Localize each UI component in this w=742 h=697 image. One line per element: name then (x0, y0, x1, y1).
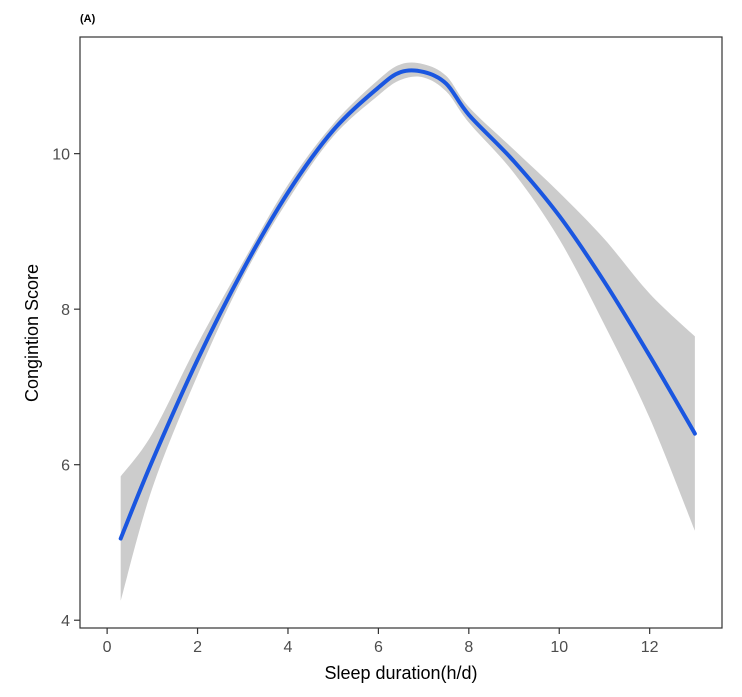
panel-label: (A) (80, 13, 96, 25)
plot-frame (79, 36, 723, 629)
y-tick-label: 4 (61, 613, 70, 630)
y-tick-label: 10 (52, 147, 70, 164)
series-line-0 (118, 68, 697, 541)
x-tick-label: 2 (193, 639, 202, 656)
confidence-band-layer (120, 62, 695, 601)
x-tick-label: 8 (464, 639, 473, 656)
x-tick-label: 4 (284, 639, 293, 656)
x-tick-label: 6 (374, 639, 383, 656)
x-axis-title: Sleep duration(h/d) (324, 663, 477, 683)
y-tick-label: 6 (61, 458, 70, 475)
x-tick-label: 10 (550, 639, 568, 656)
series-line-layer (118, 68, 697, 541)
confidence-band-0 (120, 62, 695, 601)
y-axis-title: Congintion Score (22, 264, 42, 402)
x-axis: 0 2 4 6 8 10 12 (103, 628, 659, 656)
x-tick-label: 12 (641, 639, 659, 656)
y-tick-label: 8 (61, 302, 70, 319)
x-tick-label: 0 (103, 639, 112, 656)
y-axis: 4 6 8 10 (52, 147, 80, 630)
